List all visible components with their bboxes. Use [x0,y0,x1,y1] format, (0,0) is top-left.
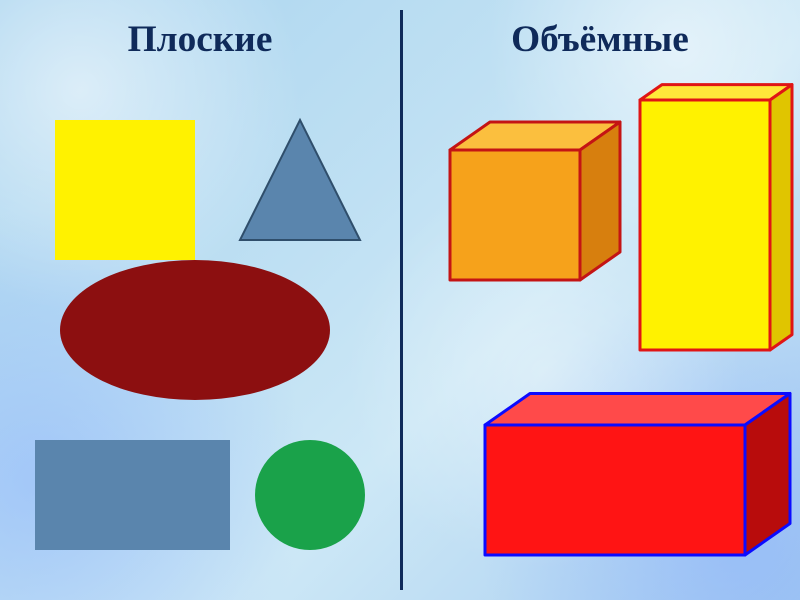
shapes-canvas [0,0,800,600]
solid-tall-box [640,85,792,350]
flat-triangle [240,120,360,240]
solid-flat-box [485,394,790,556]
flat-ellipse [60,260,330,400]
flat-circle [255,440,365,550]
flat-rectangle [35,440,230,550]
solid-cube [450,122,620,280]
flat-square [55,120,195,260]
